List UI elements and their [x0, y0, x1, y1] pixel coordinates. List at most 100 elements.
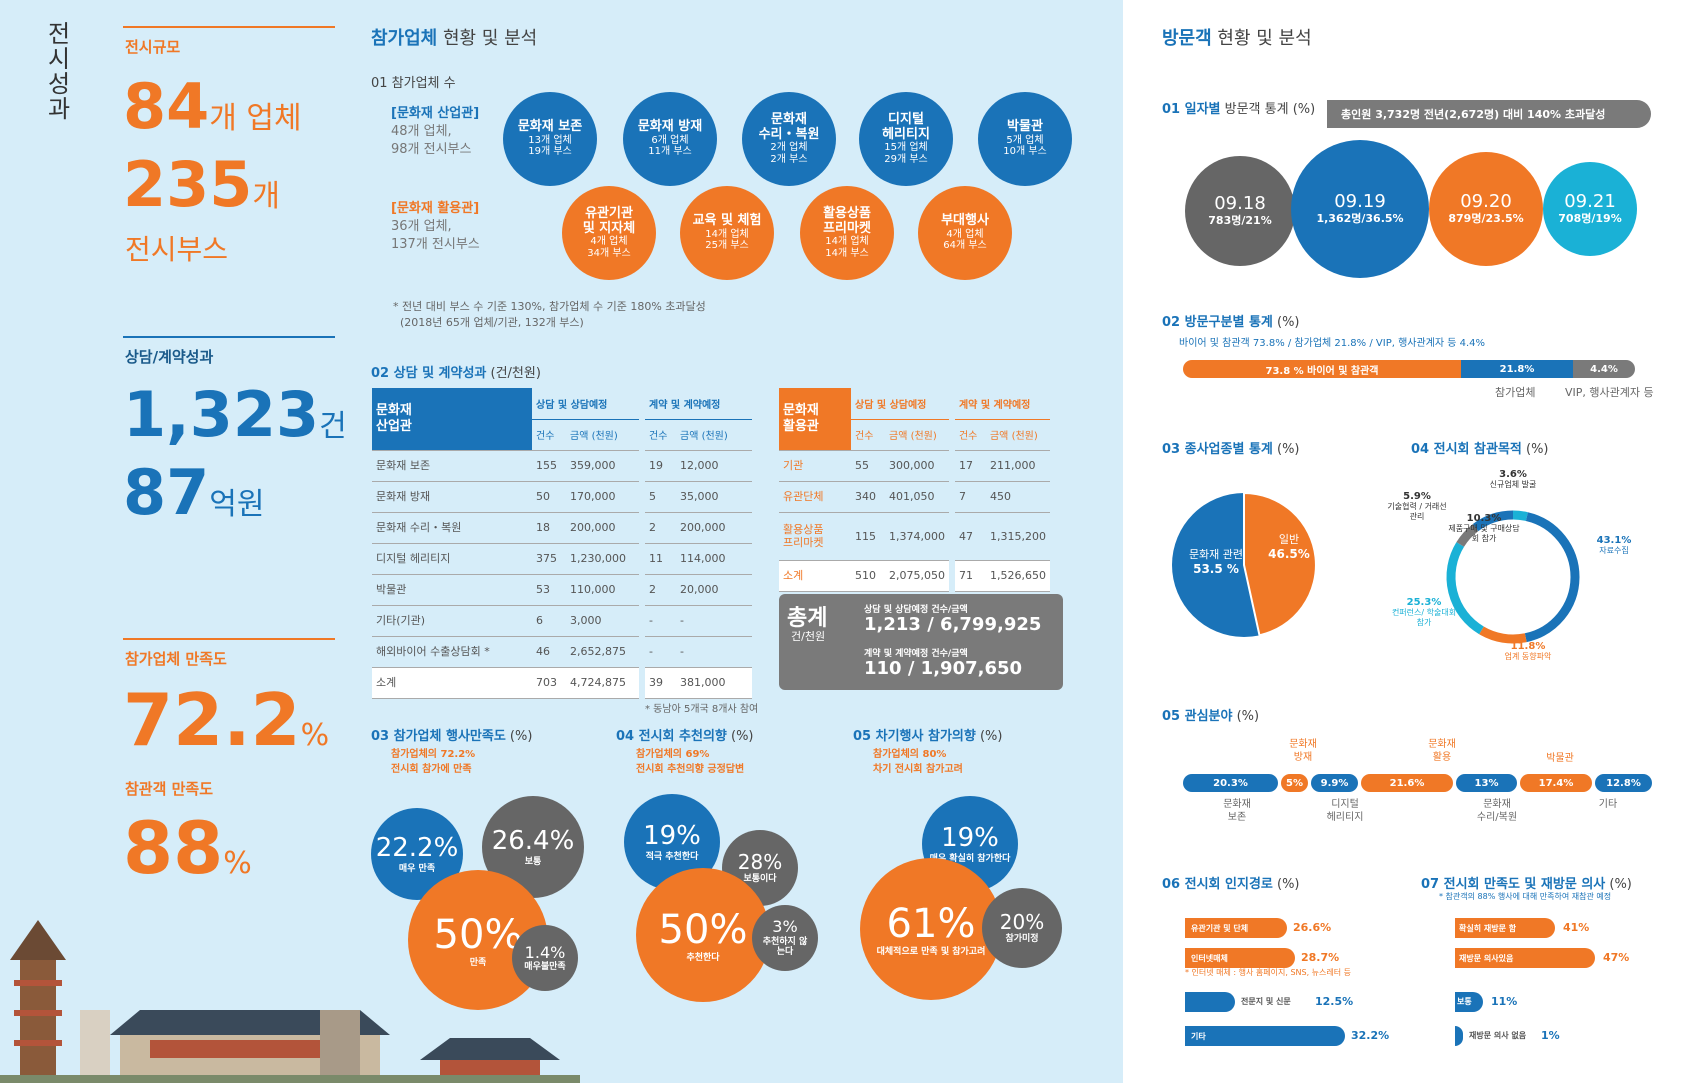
circle-title: 교육 및 체험 [692, 213, 762, 229]
total-visitor-badge: 총인원 3,732명 전년(2,672명) 대비 140% 초과달성 [1327, 100, 1651, 128]
category-circle: 디지털 헤리티지 15개 업체 29개 부스 [859, 92, 953, 186]
circle-stat: 6개 업체 [651, 134, 689, 146]
survey-value: 3% [772, 917, 798, 937]
survey-desc1: 참가업체의 80% [873, 749, 947, 760]
donut-segment [1446, 542, 1484, 635]
table-cell: 3,000 [566, 605, 642, 637]
route-bar: 기타 [1185, 1026, 1345, 1046]
route-bar: 인터넷매체 [1185, 948, 1295, 968]
circle-stat: 29개 부스 [884, 153, 928, 165]
circle-stat: 4개 업체 [946, 228, 984, 240]
revisit-value: 41% [1563, 921, 1590, 934]
group-industry: [문화재 산업관] 48개 업체, 98개 전시부스 [391, 105, 479, 159]
visitor-satisfaction-num: 88 [123, 806, 224, 890]
donut-segment [1512, 510, 1528, 521]
circle-title: 수리・복원 [758, 126, 820, 142]
table-cell: 11 [639, 543, 676, 575]
table-cell: 170,000 [566, 481, 642, 513]
table-cell: 기관 [779, 450, 851, 482]
survey-value: 26.4% [491, 825, 575, 856]
interest-bottom-label: 문화재 보존 [1223, 799, 1251, 823]
table-cell: 12,000 [676, 450, 752, 482]
purpose-value: 43.1% [1596, 535, 1632, 546]
revisit-bar: 재방문 의사있음 [1455, 948, 1595, 968]
interest-segment: 9.9% [1311, 774, 1358, 792]
circle-title: 유관기관 [585, 205, 633, 221]
purpose-text: 업계 동향파악 [1504, 652, 1552, 661]
satisfaction-unit: % [300, 718, 330, 753]
table-cell: - [639, 605, 676, 637]
t2-amt-a: 금액 (천원) [885, 419, 952, 451]
participants-sub1: 01 참가업체 수 [371, 72, 456, 91]
visitors-sub7: 07 전시회 만족도 및 재방문 의사 (%) [1421, 873, 1632, 892]
route-label: 전문지 및 신문 [1241, 997, 1291, 1006]
survey-label: 만족 [469, 957, 487, 968]
day-value: 879명/23.5% [1448, 212, 1524, 226]
table-utilize: 문화재 활용관 상담 및 상담예정 계약 및 계약예정 건수 금액 (천원) 건… [779, 388, 1050, 592]
booths-count: 235개 [123, 148, 280, 221]
survey-value: 20% [999, 910, 1045, 935]
survey-value: 22.2% [375, 832, 459, 863]
purpose-value: 5.9% [1403, 491, 1431, 502]
type-desc: 바이어 및 참관객 73.8% / 참가업체 21.8% / VIP, 행사관계… [1179, 338, 1486, 349]
table-cell: 문화재 수리・복원 [372, 512, 532, 544]
table-cell: 401,050 [885, 481, 952, 513]
circle-stat: 34개 부스 [587, 247, 631, 259]
table-row: 문화재 수리・복원 18 200,000 2 200,000 [372, 512, 752, 544]
table-cell: 50 [532, 481, 566, 513]
booths-num: 235 [123, 148, 253, 221]
side-title: 전시성과 [48, 20, 71, 123]
visitors-sub7-rest: (%) [1605, 877, 1632, 892]
circle-stat: 2개 부스 [770, 153, 808, 165]
circle-title: 활용상품 [823, 205, 871, 221]
survey-label: 추천한다 [686, 952, 720, 963]
revisit-label: 재방문 의사있음 [1459, 953, 1514, 963]
category-circle: 교육 및 체험 14개 업체 25개 부스 [680, 186, 774, 280]
left-panel: 전시성과 전시규모 84개 업체 235개 전시부스 상담/계약성과 1,323… [0, 0, 1123, 1083]
consult-amount: 87억원 [123, 456, 264, 529]
table-cell: 문화재 보존 [372, 450, 532, 482]
visitor-satisfaction-unit: % [223, 846, 252, 881]
divider [123, 336, 335, 338]
interest-top-label: 문화재 방재 [1289, 739, 1317, 763]
total-l2: 계약 및 계약예정 건수/금액 [864, 649, 968, 659]
circle-title: 및 지자체 [582, 220, 636, 236]
table-cell: 1,315,200 [985, 512, 1050, 561]
table-cell: 18 [532, 512, 566, 544]
circle-title: 헤리티지 [882, 126, 930, 142]
type-bar-vip: 4.4% [1573, 360, 1635, 378]
visitors-sub5-rest: (%) [1232, 709, 1260, 724]
group-utilize-title: [문화재 활용관] [391, 201, 480, 216]
heritage-skyline-illustration [0, 920, 580, 1083]
interest-segment: 13% [1456, 774, 1517, 792]
survey-label: 보통이다 [743, 874, 777, 885]
table-row: 디지털 헤리티지 375 1,230,000 11 114,000 [372, 543, 752, 575]
total-l1: 상담 및 상담예정 건수/금액 [864, 605, 968, 615]
t2-col-b: 계약 및 계약예정 [948, 388, 1050, 420]
day-date: 09.18 [1214, 193, 1266, 215]
interest-top-label: 박물관 [1546, 753, 1574, 764]
category-circle: 유관기관 및 지자체 4개 업체 34개 부스 [562, 186, 656, 280]
circle-title: 문화재 방재 [637, 119, 703, 135]
table-row: 소계 703 4,724,875 39 381,000 [372, 667, 752, 699]
interest-bottom-label: 기타 [1598, 799, 1618, 810]
visitor-satisfaction-label: 참관객 만족도 [125, 780, 214, 798]
participants-note1: * 전년 대비 부스 수 기준 130%, 참가업체 수 기준 180% 초과달… [393, 300, 706, 313]
table-cell: 39 [639, 667, 676, 699]
purpose-value: 10.3% [1466, 513, 1502, 524]
purpose-label: 5.9% 기술협력 / 거래선 관리 [1387, 492, 1447, 522]
sub7-note: * 참관객의 88% 행사에 대해 만족하여 재참관 예정 [1439, 892, 1612, 901]
purpose-label: 3.6% 신규업체 발굴 [1483, 470, 1543, 490]
table-cell: 703 [532, 667, 566, 699]
survey-value: 28% [737, 850, 783, 875]
circle-stat: 5개 업체 [1006, 134, 1044, 146]
table-row: 소계 510 2,075,050 71 1,526,650 [779, 560, 1050, 592]
visitors-sub3-rest: (%) [1272, 442, 1300, 457]
visitors-sub1-rest: 방문객 통계 (%) [1220, 102, 1316, 117]
survey-value: 19% [941, 822, 999, 853]
satisfaction-value: 72.2% [123, 678, 329, 762]
visitors-sub4: 04 전시회 참관목적 (%) [1411, 438, 1549, 457]
consult-count: 1,323건 [123, 378, 347, 451]
table-industry: 문화재 산업관 상담 및 상담예정 계약 및 계약예정 건수 금액 (천원) 건… [372, 388, 752, 699]
route-bar: 유관기관 및 단체 [1185, 918, 1287, 938]
